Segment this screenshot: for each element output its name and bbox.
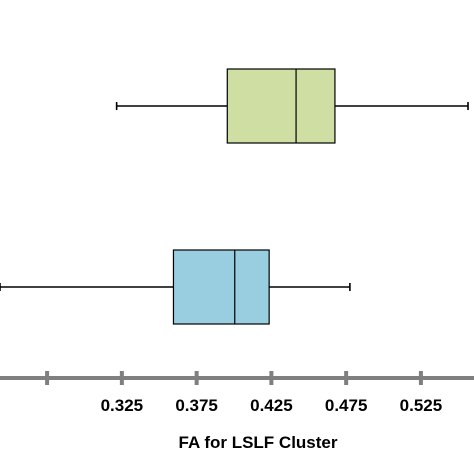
x-tick-label: 0.475 (325, 396, 368, 415)
box-iqr (226, 68, 336, 144)
x-axis-title: FA for LSLF Cluster (179, 433, 338, 452)
x-axis: 0.325 0.375 0.425 0.475 0.525 (0, 371, 474, 415)
x-tick-label: 0.425 (250, 396, 293, 415)
box-2 (0, 249, 351, 325)
x-tick-label: 0.525 (400, 396, 443, 415)
x-tick-label: 0.375 (175, 396, 218, 415)
x-tick-label: 0.325 (101, 396, 144, 415)
box-iqr (172, 249, 270, 325)
boxes-layer (0, 68, 469, 325)
box-1 (115, 68, 469, 144)
